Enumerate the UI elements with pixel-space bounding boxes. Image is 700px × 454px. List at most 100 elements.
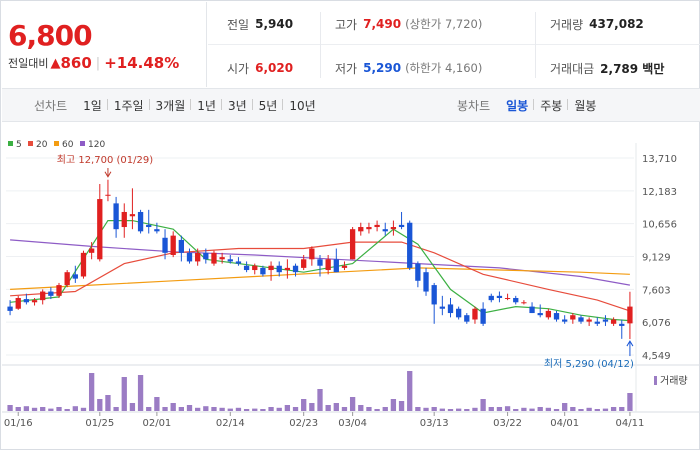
volume-bar (423, 407, 429, 411)
volume-bar (88, 373, 95, 411)
x-tick-label: 01/16 (4, 418, 33, 429)
candle-body (121, 211, 127, 228)
volume-bar (170, 403, 176, 411)
candle-body (40, 291, 46, 301)
candle-body (301, 259, 307, 268)
candle-weekly-button[interactable]: 주봉 (533, 97, 568, 114)
candle-body (610, 319, 617, 324)
volume-bar (162, 407, 168, 411)
candle-body (64, 272, 70, 286)
stat-trade-value: 거래대금 2,789 백만 (550, 58, 664, 78)
volume-bar (154, 397, 160, 411)
volume-bar (398, 401, 405, 411)
high-annotation: 최고 12,700 (01/29) (57, 154, 153, 166)
stat-value: 5,940 (255, 17, 294, 31)
period-3y-button[interactable]: 3년 (220, 97, 253, 114)
volume-bar (301, 399, 307, 411)
volume-bar (562, 403, 568, 411)
volume-bar (227, 408, 233, 411)
stat-prev-close: 전일 5,940 (227, 14, 293, 34)
period-1d-button[interactable]: 1일 (83, 98, 102, 113)
candle-body (374, 224, 380, 228)
candle-body (170, 235, 176, 255)
period-1y-button[interactable]: 1년 (190, 97, 222, 114)
candle-body (276, 265, 282, 273)
x-tick-label: 02/14 (216, 418, 245, 429)
candle-body (480, 308, 486, 324)
y-tick-label: 12,183 (642, 187, 677, 198)
volume-bar (178, 407, 185, 411)
volume-legend-swatch (654, 376, 657, 385)
x-tick-label: 04/01 (550, 418, 579, 429)
volume-bar (472, 407, 478, 411)
volume-bar (537, 407, 543, 411)
line-chart-periods: 선차트 1일 1주일 3개월 1년 3년 5년 10년 (34, 89, 322, 121)
volume-bar (333, 403, 339, 411)
volume-bar (129, 403, 136, 411)
legend-label: 60 (62, 140, 74, 150)
candle-body (309, 248, 315, 260)
legend-label: 120 (88, 140, 105, 150)
y-tick-label: 10,656 (642, 220, 677, 231)
candle-body (504, 297, 511, 299)
stat-label: 거래대금 (550, 61, 595, 76)
candle-body (464, 315, 470, 322)
volume-bar (358, 405, 364, 411)
candle-monthly-button[interactable]: 월봉 (567, 97, 602, 114)
stat-label: 저가 (335, 61, 358, 76)
candle-body (570, 315, 576, 320)
candle-body (390, 227, 397, 230)
period-3m-button[interactable]: 3개월 (148, 97, 192, 114)
x-tick-label: 01/25 (85, 418, 114, 429)
volume-label: 거래량 (660, 375, 688, 387)
volume-bar (7, 405, 13, 411)
volume-bar (545, 407, 552, 411)
price-change-row: 전일대비 ▲ 860 | +14.48% (8, 54, 179, 72)
volume-bar (341, 407, 348, 411)
volume-bar (15, 407, 21, 411)
volume-bar (186, 405, 193, 411)
up-arrow-icon: ▲ (50, 55, 61, 71)
candle-body (88, 248, 95, 253)
candle-body (472, 308, 478, 320)
x-tick-label: 04/11 (616, 418, 645, 429)
x-tick-label: 03/13 (420, 418, 449, 429)
stats-divider (208, 44, 700, 45)
candle-body (56, 285, 62, 296)
candle-body (349, 229, 356, 260)
volume-bar (219, 407, 225, 411)
volume-bar (72, 406, 78, 411)
x-tick-label: 03/22 (493, 418, 522, 429)
candle-body (178, 239, 185, 253)
candle-body (23, 299, 30, 303)
candle-body (423, 272, 429, 292)
candle-body (586, 319, 592, 322)
candlestick-chart-svg: 13,710 12,183 10,656 9,129 7,603 6,076 4,549 5 2… (2, 140, 700, 429)
period-10y-button[interactable]: 10년 (282, 97, 321, 114)
volume-bar (309, 403, 315, 411)
candle-daily-button[interactable]: 일봉 (506, 98, 529, 113)
candle-body (268, 265, 274, 271)
volume-bar (390, 399, 397, 411)
candle-body (48, 291, 54, 296)
candle-body (211, 252, 217, 264)
stat-low: 저가 5,290 (하한가 4,160) (335, 58, 482, 78)
line-chart-title: 선차트 (34, 98, 68, 113)
candle-body (602, 319, 609, 322)
change-separator: | (95, 55, 101, 71)
candle-body (31, 300, 38, 303)
period-1w-button[interactable]: 1주일 (106, 97, 150, 114)
volume-bar (113, 407, 119, 411)
volume-bar (480, 399, 486, 411)
stats-column-divider (320, 12, 321, 78)
volume-bar (317, 389, 323, 411)
stat-sub: (상한가 7,720) (405, 17, 483, 31)
candle-body (325, 259, 331, 271)
period-5y-button[interactable]: 5년 (251, 97, 284, 114)
stat-high: 고가 7,490 (상한가 7,720) (335, 14, 482, 34)
candle-body (488, 295, 494, 301)
stat-open: 시가 6,020 (227, 58, 293, 78)
volume-bar (325, 405, 331, 411)
candle-body (162, 237, 168, 253)
volume-bar (211, 407, 217, 411)
